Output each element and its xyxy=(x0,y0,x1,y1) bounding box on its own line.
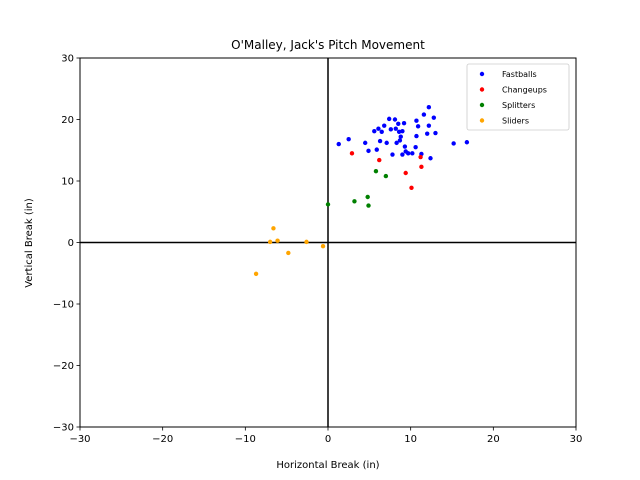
splitters-point xyxy=(365,194,370,200)
sliders-point xyxy=(271,226,276,231)
y-tick-label: 20 xyxy=(61,115,74,126)
fastballs-point xyxy=(400,128,405,134)
x-tick-label: 20 xyxy=(487,434,500,445)
splitters-point xyxy=(373,168,379,174)
legend: Fastballs Changeups Splitters Sliders xyxy=(466,63,570,131)
fastballs-point xyxy=(379,129,384,134)
legend-marker-sliders xyxy=(479,118,485,123)
chart-title: O'Malley, Jack's Pitch Movement xyxy=(231,38,425,52)
fastballs-point xyxy=(346,136,351,142)
fastballs-point xyxy=(386,116,392,122)
legend-box xyxy=(466,63,570,131)
fastballs-point xyxy=(394,140,399,146)
sliders-point xyxy=(267,239,273,245)
fastballs-point xyxy=(414,133,419,139)
changeups-point xyxy=(377,157,382,163)
fastballs-point xyxy=(400,152,405,157)
y-tick-label: 10 xyxy=(61,177,74,188)
fastballs-point xyxy=(396,129,402,134)
legend-label-splitters: Splitters xyxy=(502,101,535,110)
changeups-point xyxy=(419,164,424,170)
changeups-point xyxy=(409,185,414,190)
fastballs-point xyxy=(396,121,401,127)
fastballs-point xyxy=(464,140,470,145)
fastballs-point xyxy=(425,131,430,136)
fastballs-point xyxy=(392,117,398,122)
x-tick-label: −10 xyxy=(235,434,256,445)
legend-label-sliders: Sliders xyxy=(502,117,529,126)
changeups-point xyxy=(403,170,408,176)
fastballs-point xyxy=(415,124,421,129)
legend-marker-fastballs xyxy=(479,71,485,77)
fastballs-point xyxy=(372,128,377,134)
legend-label-changeups: Changeups xyxy=(502,86,547,95)
y-tick-label: −10 xyxy=(53,300,74,311)
splitters-point xyxy=(366,203,371,208)
fastballs-point xyxy=(401,120,407,126)
fastballs-point xyxy=(336,141,341,147)
fastballs-point xyxy=(451,141,456,146)
sliders-point xyxy=(304,239,309,245)
fastballs-point xyxy=(377,138,383,144)
sliders-point xyxy=(286,250,291,256)
fastballs-point xyxy=(421,112,427,117)
changeups-point xyxy=(418,154,423,160)
y-tick-label: 30 xyxy=(61,54,74,65)
fastballs-point xyxy=(393,126,398,131)
fastballs-point xyxy=(388,127,394,132)
splitters-point xyxy=(325,202,331,207)
fastballs-point xyxy=(397,138,403,143)
plot-area: −30 −20 −10 0 10 20 30 −30 −20 −10 0 10 20 30 xyxy=(53,54,582,446)
fastballs-point xyxy=(363,140,368,146)
fastballs-point xyxy=(410,151,415,156)
fastballs-point xyxy=(384,140,389,146)
fastballs-point xyxy=(402,144,408,149)
x-tick-label: 30 xyxy=(570,434,583,445)
x-tick-label: −30 xyxy=(69,434,90,445)
y-tick-label: −20 xyxy=(53,361,74,372)
x-axis-label: Horizontal Break (in) xyxy=(276,460,379,471)
fastballs-point xyxy=(426,105,432,110)
fastballs-point xyxy=(414,118,419,123)
fastballs-point xyxy=(376,126,381,131)
y-tick-label: −30 xyxy=(53,423,74,434)
fastballs-point xyxy=(366,148,371,154)
x-tick-label: 10 xyxy=(404,434,417,445)
y-tick-label: 0 xyxy=(68,238,74,249)
fastballs-point xyxy=(398,134,403,139)
x-tick-label: −20 xyxy=(152,434,173,445)
fastballs-point xyxy=(428,156,433,161)
fastballs-point xyxy=(413,144,418,150)
sliders-point xyxy=(320,243,326,249)
sliders-point xyxy=(253,271,259,277)
fastballs-point xyxy=(374,147,379,152)
splitters-point xyxy=(352,199,357,204)
sliders-point xyxy=(275,238,280,243)
legend-label-fastballs: Fastballs xyxy=(502,70,537,79)
changeups-point xyxy=(349,151,355,156)
splitters-point xyxy=(383,173,389,179)
y-axis-label: Vertical Break (in) xyxy=(24,198,35,288)
legend-marker-splitters xyxy=(479,102,485,108)
fastballs-point xyxy=(382,123,387,128)
fastballs-point xyxy=(433,130,438,136)
legend-marker-changeups xyxy=(479,87,485,92)
fastballs-point xyxy=(426,123,432,128)
fastballs-point xyxy=(405,151,411,156)
x-tick-label: 0 xyxy=(325,434,331,445)
fastballs-point xyxy=(431,115,437,120)
fastballs-point xyxy=(390,152,395,157)
